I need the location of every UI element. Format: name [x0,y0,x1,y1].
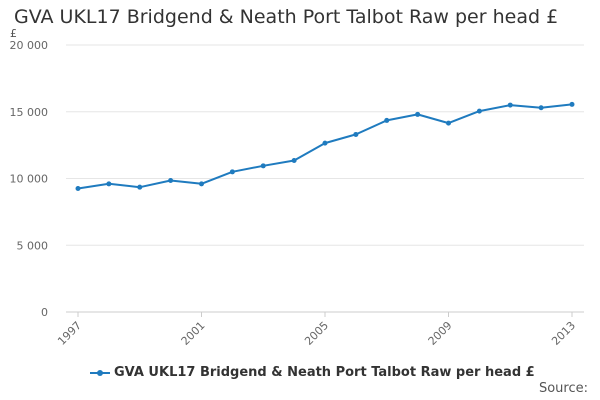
y-tick-label: 0 [41,306,48,319]
data-point-2011[interactable] [507,102,513,108]
legend-label: GVA UKL17 Bridgend & Neath Port Talbot R… [114,365,535,380]
data-points [75,101,575,192]
data-point-1997[interactable] [75,186,81,192]
data-point-2007[interactable] [384,117,390,123]
x-tick-label: 1997 [55,319,84,348]
data-point-2001[interactable] [199,181,204,187]
data-point-2002[interactable] [229,169,235,175]
legend[interactable]: GVA UKL17 Bridgend & Neath Port Talbot R… [90,365,535,380]
data-point-2003[interactable] [260,163,266,169]
y-tick-label: 15 000 [10,106,49,119]
data-point-2010[interactable] [476,108,482,114]
data-point-2008[interactable] [415,111,421,117]
y-tick-label: 5 000 [17,239,49,252]
data-point-2012[interactable] [538,105,544,111]
data-point-1999[interactable] [137,184,143,190]
source-label: Source: [538,381,588,396]
data-point-2000[interactable] [168,178,174,184]
data-point-2006[interactable] [353,131,359,137]
legend-swatch-icon [90,366,110,380]
data-point-2013[interactable] [569,101,575,107]
grid-lines [66,44,584,246]
x-tick-label: 2013 [549,319,578,348]
x-tick-labels: 1997 2001 2005 2009 2013 [55,319,578,348]
y-axis-unit-label: £ [10,27,17,40]
x-tick-label: 2001 [179,319,208,348]
x-tick-label: 2009 [426,319,455,348]
chart-title: GVA UKL17 Bridgend & Neath Port Talbot R… [14,6,559,28]
data-point-2004[interactable] [291,157,297,163]
data-point-2005[interactable] [322,140,328,146]
y-tick-labels: 0 5 000 10 000 15 000 20 000 [10,39,49,319]
y-tick-label: 10 000 [10,173,49,186]
x-tick-label: 2005 [302,319,331,348]
data-point-2009[interactable] [446,120,451,126]
series-lines [77,103,573,190]
data-point-1998[interactable] [106,181,112,187]
axes [66,311,584,317]
y-tick-label: 20 000 [10,39,49,52]
series-line-0 [77,103,573,190]
